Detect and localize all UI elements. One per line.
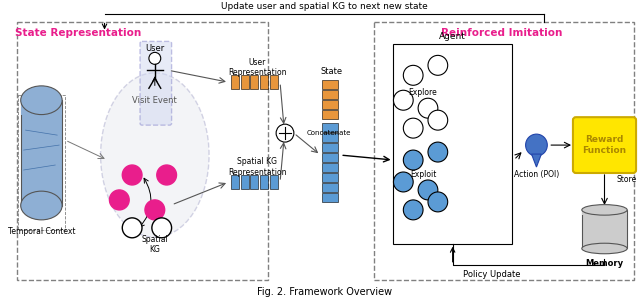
Text: Visit Event: Visit Event (132, 96, 177, 105)
Ellipse shape (20, 86, 62, 114)
Circle shape (276, 124, 294, 142)
Bar (270, 175, 278, 189)
Text: Spatial
KG: Spatial KG (141, 235, 168, 254)
Text: Agent: Agent (439, 32, 466, 41)
Ellipse shape (582, 205, 627, 215)
Bar (241, 75, 248, 89)
Circle shape (403, 200, 423, 220)
Circle shape (122, 165, 142, 185)
Circle shape (109, 190, 129, 210)
Circle shape (525, 134, 547, 156)
Bar (241, 175, 248, 189)
Bar (323, 80, 339, 89)
Bar (18, 95, 65, 230)
Bar (323, 163, 339, 172)
Circle shape (428, 55, 448, 75)
FancyBboxPatch shape (140, 41, 172, 125)
Bar (20, 100, 62, 114)
Text: Reward
Function: Reward Function (582, 135, 627, 155)
Text: Explore: Explore (409, 88, 437, 97)
Bar (231, 75, 239, 89)
Circle shape (394, 90, 413, 110)
Bar (17, 22, 268, 280)
Text: Temporal Context: Temporal Context (8, 227, 75, 236)
Bar (250, 75, 259, 89)
Circle shape (122, 218, 142, 238)
Text: Reinforced Imitation: Reinforced Imitation (441, 28, 563, 38)
Bar (270, 75, 278, 89)
Bar (323, 143, 339, 152)
Ellipse shape (100, 73, 209, 237)
Text: User: User (145, 44, 164, 53)
Text: Store: Store (616, 176, 636, 184)
Circle shape (403, 118, 423, 138)
Circle shape (428, 192, 448, 212)
Circle shape (428, 142, 448, 162)
Text: Concatenate: Concatenate (307, 130, 351, 136)
Text: Spatial KG
Representation: Spatial KG Representation (228, 157, 287, 177)
Text: User
Representation: User Representation (228, 58, 287, 77)
Bar (323, 133, 339, 142)
Bar (323, 173, 339, 182)
Ellipse shape (582, 243, 627, 254)
Text: State: State (320, 67, 342, 76)
Circle shape (149, 52, 161, 64)
Text: Memory: Memory (586, 259, 623, 268)
Bar (582, 210, 627, 215)
Text: Exploit: Exploit (410, 170, 436, 179)
Bar (323, 193, 339, 202)
Text: Policy Update: Policy Update (463, 270, 521, 279)
Circle shape (145, 200, 164, 220)
Text: Fig. 2. Framework Overview: Fig. 2. Framework Overview (257, 287, 392, 297)
Bar (323, 110, 339, 119)
Circle shape (403, 150, 423, 170)
Bar (323, 123, 339, 132)
Text: State Representation: State Representation (15, 28, 141, 38)
Bar (20, 100, 62, 206)
Bar (323, 183, 339, 192)
Circle shape (152, 218, 172, 238)
Bar (323, 153, 339, 162)
Text: Action (POI): Action (POI) (514, 170, 559, 179)
Text: Update user and spatial KG to next new state: Update user and spatial KG to next new s… (221, 2, 428, 12)
Circle shape (418, 180, 438, 200)
Circle shape (418, 98, 438, 118)
Circle shape (428, 110, 448, 130)
Bar (582, 210, 627, 249)
Bar (260, 175, 268, 189)
Bar (374, 22, 634, 280)
Bar (323, 90, 339, 99)
Circle shape (403, 65, 423, 85)
Bar (394, 44, 512, 244)
Bar (231, 175, 239, 189)
Bar (260, 75, 268, 89)
FancyBboxPatch shape (573, 117, 636, 173)
Bar (250, 175, 259, 189)
Ellipse shape (20, 191, 62, 220)
Bar (323, 100, 339, 109)
Circle shape (394, 172, 413, 192)
Circle shape (157, 165, 177, 185)
Polygon shape (532, 154, 541, 167)
